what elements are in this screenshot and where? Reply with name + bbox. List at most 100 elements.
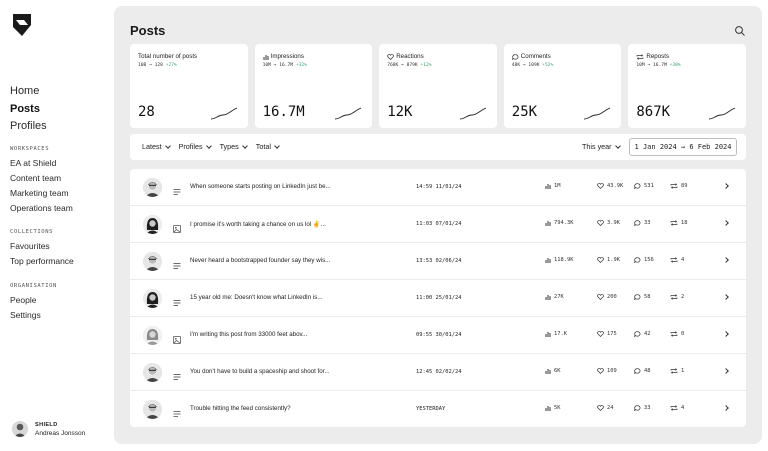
post-time: 13:53 02/06/24 [416, 258, 462, 264]
reactions-value: 24 [607, 405, 614, 411]
repost-icon [670, 294, 681, 300]
reposts-metric: 2 [670, 294, 684, 300]
reposts-value: 89 [681, 183, 688, 189]
sidebar-item-content-team[interactable]: Content team [10, 173, 62, 183]
nav-home[interactable]: Home [10, 85, 40, 97]
stat-card-value: 16.7M [262, 104, 305, 120]
comment-icon [634, 257, 644, 263]
filter-types[interactable]: Types [219, 142, 248, 151]
repost-icon [670, 220, 681, 226]
search-icon[interactable] [734, 25, 746, 37]
reposts-metric: 4 [670, 405, 684, 411]
post-text: I promise it's worth taking a chance on … [190, 221, 326, 228]
comments-metric: 48 [634, 368, 651, 374]
reactions-value: 43.9K [607, 183, 624, 189]
stat-to: 16.7M [279, 63, 294, 68]
table-row[interactable]: When someone starts posting on LinkedIn … [130, 169, 746, 206]
reactions-metric: 1.9K [597, 257, 620, 263]
chevron-right-icon[interactable] [723, 220, 729, 226]
comment-icon [634, 331, 644, 337]
sidebar-item-ea-at-shield[interactable]: EA at Shield [10, 158, 57, 168]
stat-card-comments[interactable]: Comments 48K → 109K +52% 25K [503, 44, 622, 128]
post-time: 12:45 02/02/24 [416, 369, 462, 375]
sidebar-item-top-performance[interactable]: Top performance [10, 256, 74, 266]
sidebar-item-settings[interactable]: Settings [10, 310, 41, 320]
chevron-right-icon[interactable] [723, 331, 729, 337]
stat-to: 128 [154, 63, 163, 68]
table-row[interactable]: I'm writing this post from 33000 feet ab… [130, 317, 746, 354]
stat-card-change: 10M → 16.7M +30% [636, 63, 681, 68]
nav-posts[interactable]: Posts [10, 102, 40, 115]
stat-to: 16.7M [653, 63, 667, 68]
filter-label: Latest [142, 142, 162, 151]
post-time: 11:03 07/01/24 [416, 221, 462, 227]
impressions-value: 5K [554, 405, 561, 411]
shield-logo-icon[interactable] [12, 13, 32, 37]
reposts-metric: 4 [670, 257, 684, 263]
repost-icon [670, 331, 681, 337]
bar-chart-icon [545, 220, 554, 226]
sidebar-item-people[interactable]: People [10, 295, 37, 305]
sidebar-item-favourites[interactable]: Favourites [10, 241, 50, 251]
image-post-icon [173, 220, 181, 233]
table-row[interactable]: 15 year old me: Doesn't know what Linked… [130, 280, 746, 317]
bar-chart-icon [263, 54, 271, 60]
reactions-metric: 24 [597, 405, 614, 411]
chevron-right-icon[interactable] [723, 405, 729, 411]
bar-chart-icon [545, 368, 554, 374]
impressions-value: 118.9K [554, 257, 574, 263]
reactions-metric: 109 [597, 368, 617, 374]
posts-table: When someone starts posting on LinkedIn … [130, 169, 746, 427]
table-row[interactable]: Trouble hitting the feed consistently? YE… [130, 391, 746, 427]
chevron-right-icon[interactable] [723, 257, 729, 263]
filter-profiles[interactable]: Profiles [179, 142, 212, 151]
comments-value: 48 [644, 368, 651, 374]
stat-change-percent: +52% [542, 63, 554, 68]
table-row[interactable]: I promise it's worth taking a chance on … [130, 206, 746, 243]
heart-icon [597, 331, 607, 337]
table-row[interactable]: You don't have to build a spaceship and … [130, 354, 746, 391]
nav-section-title: COLLECTIONS [10, 229, 54, 235]
stat-card-total-number-of-posts[interactable]: Total number of posts 10B → 128 +27% 28 [130, 44, 248, 128]
stat-card-reactions[interactable]: Reactions 768K → 879K +12% 12K [379, 44, 497, 128]
stat-card-title: Impressions [263, 53, 304, 60]
reactions-metric: 200 [597, 294, 617, 300]
filter-total[interactable]: Total [256, 142, 280, 151]
comments-value: 156 [644, 257, 654, 263]
filter-label: Types [219, 142, 239, 151]
comments-metric: 58 [634, 294, 651, 300]
sidebar-item-marketing-team[interactable]: Marketing team [10, 188, 69, 198]
stat-card-reposts[interactable]: Reposts 10M → 16.7M +30% 867K [628, 44, 746, 128]
repost-icon [636, 53, 646, 60]
user-profile[interactable]: SHIELD Andreas Jonsson [12, 421, 85, 437]
chevron-right-icon[interactable] [723, 368, 729, 374]
post-text: 15 year old me: Doesn't know what Linked… [190, 294, 323, 301]
period-dropdown[interactable]: This year [582, 142, 621, 151]
impressions-value: 1M [554, 183, 561, 189]
repost-icon [670, 257, 681, 263]
reactions-metric: 175 [597, 331, 617, 337]
heart-icon [597, 257, 607, 263]
filter-latest[interactable]: Latest [142, 142, 171, 151]
sidebar-item-operations-team[interactable]: Operations team [10, 203, 73, 213]
chevron-right-icon[interactable] [723, 183, 729, 189]
stat-title-text: Total number of posts [138, 53, 198, 60]
chevron-down-icon [205, 142, 212, 149]
reposts-value: 4 [681, 257, 685, 263]
chevron-down-icon [241, 142, 248, 149]
nav-profiles[interactable]: Profiles [10, 120, 47, 132]
stat-card-title: Total number of posts [138, 53, 197, 60]
date-range-picker[interactable]: 1 Jan 2024 → 6 Feb 2024 [629, 138, 737, 156]
author-avatar [143, 252, 162, 271]
stat-card-value: 25K [511, 104, 538, 120]
stat-card-impressions[interactable]: Impressions 10M → 16.7M +32% 16.7M [254, 44, 373, 128]
stats-cards: Total number of posts 10B → 128 +27% 28 Imp… [130, 44, 746, 128]
reposts-metric: 1 [670, 368, 684, 374]
chevron-right-icon[interactable] [723, 294, 729, 300]
comments-value: 33 [644, 405, 651, 411]
text-post-icon [173, 257, 181, 269]
comments-value: 58 [644, 294, 651, 300]
reactions-value: 200 [607, 294, 617, 300]
table-row[interactable]: Never heard a bootstrapped founder say t… [130, 243, 746, 280]
impressions-metric: 5K [545, 405, 561, 411]
